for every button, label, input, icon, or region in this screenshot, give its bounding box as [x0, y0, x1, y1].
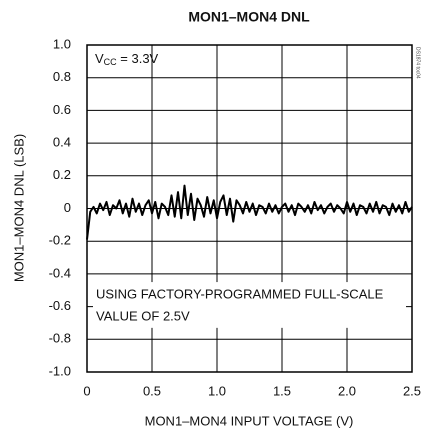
annotation-vcc-sub: CC [104, 57, 117, 67]
y-tick-label: 1.0 [53, 36, 71, 51]
y-tick-label: -1.0 [49, 363, 71, 378]
annotation-vcc: VCC = 3.3V [95, 51, 159, 67]
x-tick-label: 1.0 [208, 383, 226, 398]
y-tick-label: 0.4 [53, 135, 71, 150]
y-tick-label: -0.8 [49, 331, 71, 346]
annotation-vcc-rest: = 3.3V [117, 51, 159, 66]
watermark: DS1874 toc04 [415, 47, 421, 79]
y-axis-label: MON1–MON4 DNL (LSB) [11, 134, 26, 282]
annotation-bg [88, 46, 151, 73]
y-tick-label: 0.8 [53, 69, 71, 84]
annotation-note: VALUE OF 2.5V [96, 309, 190, 324]
x-tick-label: 0 [83, 383, 90, 398]
x-tick-label: 2.5 [403, 383, 421, 398]
annotation-vcc-base: V [95, 51, 104, 66]
annotation-bg [93, 282, 406, 328]
x-axis-label: MON1–MON4 INPUT VOLTAGE (V) [145, 413, 354, 428]
plot-frame [86, 44, 413, 373]
y-tick-label: -0.4 [49, 265, 71, 280]
x-tick-label: 1.5 [273, 383, 291, 398]
annotation-note: USING FACTORY-PROGRAMMED FULL-SCALE [96, 287, 384, 302]
y-tick-label: -0.2 [49, 233, 71, 248]
y-tick-label: 0.6 [53, 102, 71, 117]
y-tick-label: 0 [64, 200, 71, 215]
tick-labels: 1.0 0.8 0.6 0.4 0.2 0 -0.2 -0.4 -0.6 -0.8 -1.0 0 0.5… [49, 36, 421, 398]
y-tick-label: 0.2 [53, 167, 71, 182]
x-tick-label: 2.0 [338, 383, 356, 398]
plot [86, 184, 413, 240]
x-tick-label: 0.5 [143, 383, 161, 398]
y-tick-label: -0.6 [49, 298, 71, 313]
annotations: VCC = 3.3V USING FACTORY-PROGRAMMED FULL-… [86, 44, 421, 373]
data-line [86, 184, 413, 240]
chart-title: MON1–MON4 DNL [188, 9, 310, 25]
